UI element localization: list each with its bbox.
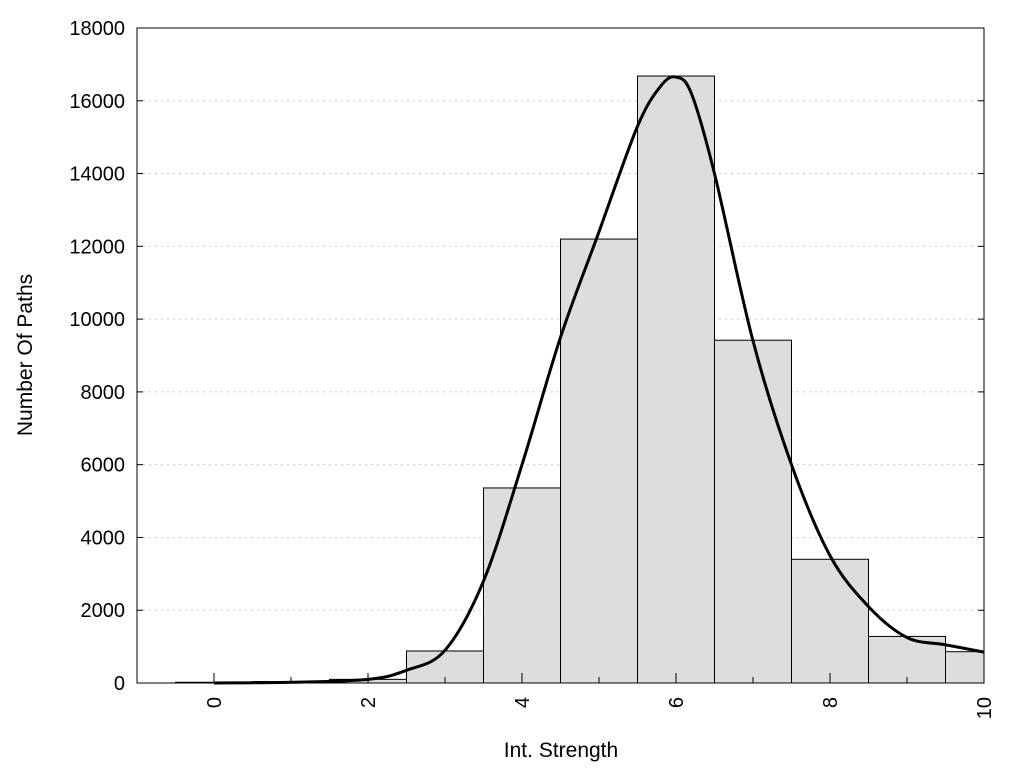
x-axis-label: Int. Strength bbox=[504, 739, 618, 762]
bar-7 bbox=[714, 339, 792, 684]
y-tick-label-4000: 4000 bbox=[81, 527, 126, 549]
bar-10 bbox=[945, 651, 985, 684]
axis-ticks bbox=[137, 27, 985, 684]
x-tick-label-4: 4 bbox=[512, 697, 534, 708]
x-tick-label-6: 6 bbox=[666, 697, 688, 708]
y-tick-label-6000: 6000 bbox=[81, 455, 126, 477]
x-tick-label-2: 2 bbox=[358, 697, 380, 708]
y-tick-label-8000: 8000 bbox=[81, 382, 126, 404]
bar-8 bbox=[791, 558, 869, 684]
y-tick-label-2000: 2000 bbox=[81, 600, 126, 622]
fit-curve bbox=[213, 75, 985, 685]
tick-labels: 0 2000 4000 6000 8000 10000 12000 14000 16000 180… bbox=[69, 18, 996, 719]
y-tick-label-14000: 14000 bbox=[69, 164, 125, 186]
x-tick-label-0: 0 bbox=[204, 697, 226, 708]
fit-curve-group bbox=[213, 75, 985, 685]
plot-frame bbox=[136, 27, 985, 684]
y-tick-label-0: 0 bbox=[114, 673, 125, 695]
bars bbox=[175, 75, 985, 684]
y-tick-label-10000: 10000 bbox=[69, 309, 125, 331]
x-tick-label-8: 8 bbox=[820, 697, 842, 708]
y-tick-label-16000: 16000 bbox=[69, 91, 125, 113]
y-axis-label: Number Of Paths bbox=[14, 274, 37, 436]
x-tick-label-10: 10 bbox=[974, 697, 996, 719]
bar-4 bbox=[483, 487, 561, 684]
y-tick-label-12000: 12000 bbox=[69, 236, 125, 258]
y-tick-label-18000: 18000 bbox=[69, 18, 125, 40]
bar-6 bbox=[637, 75, 715, 684]
